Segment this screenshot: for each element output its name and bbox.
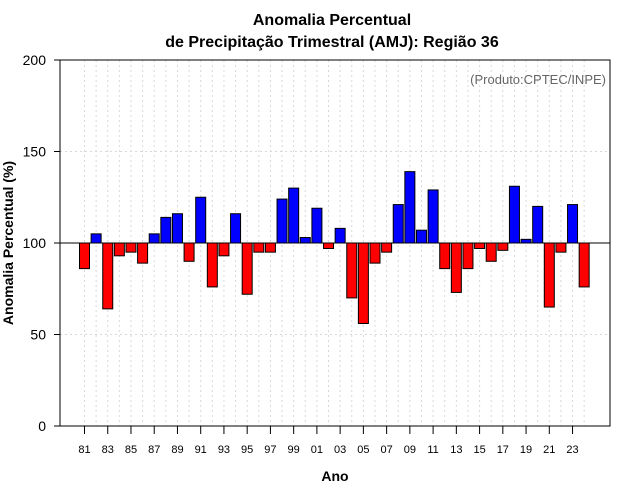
credit-label: (Produto:CPTEC/INPE)	[470, 72, 606, 87]
bar-05	[357, 242, 369, 325]
bar-09	[404, 171, 416, 244]
bar-23	[567, 204, 579, 244]
bar-22	[555, 242, 567, 253]
x-tick-label: 89	[171, 444, 183, 456]
bar-20	[532, 205, 544, 244]
bar-02	[323, 242, 335, 249]
bar-86	[137, 242, 149, 264]
x-tick-label: 83	[102, 444, 114, 456]
x-tick-label: 11	[427, 444, 438, 456]
x-tick-label: 05	[357, 444, 369, 456]
bar-06	[369, 242, 381, 264]
x-tick-label: 91	[195, 444, 207, 456]
chart-title-line2: de Precipitação Trimestral (AMJ): Região…	[165, 34, 499, 51]
y-tick-label: 0	[38, 418, 46, 434]
bar-87	[148, 233, 160, 244]
y-tick-label: 150	[23, 144, 47, 160]
y-axis-label: Anomalia Percentual (%)	[0, 161, 16, 325]
bar-82	[90, 233, 102, 244]
x-tick-label: 21	[543, 444, 555, 456]
x-tick-label: 85	[125, 444, 137, 456]
x-tick-label: 13	[450, 444, 462, 456]
x-tick-label: 07	[380, 444, 392, 456]
bar-04	[346, 242, 358, 299]
bar-16	[485, 242, 497, 262]
bar-97	[264, 242, 276, 253]
bar-84	[113, 242, 125, 257]
bar-91	[195, 196, 207, 244]
bar-94	[230, 213, 242, 244]
bar-12	[439, 242, 451, 270]
x-tick-label: 01	[311, 444, 323, 456]
x-tick-label: 97	[264, 444, 276, 456]
bar-11	[427, 189, 439, 244]
y-axis: 0 50 100 150 200	[23, 52, 60, 434]
bar-18	[508, 185, 520, 244]
bar-19	[520, 238, 532, 244]
x-tick-label: 95	[241, 444, 253, 456]
x-tick-label: 17	[497, 444, 509, 456]
x-tick-label: 23	[566, 444, 578, 456]
chart-title-line1: Anomalia Percentual	[253, 12, 411, 29]
x-tick-label: 19	[520, 444, 532, 456]
bar-98	[276, 198, 288, 244]
bar-83	[102, 242, 114, 310]
bar-92	[206, 242, 218, 288]
bar-01	[311, 207, 323, 244]
bar-99	[288, 187, 300, 244]
bar-81	[79, 242, 90, 270]
bar-93	[218, 242, 230, 257]
x-tick-label: 15	[473, 444, 485, 456]
bar-89	[171, 213, 183, 244]
bar-95	[241, 242, 253, 295]
bar-14	[462, 242, 474, 270]
bar-15	[474, 242, 486, 249]
x-tick-label: 99	[288, 444, 300, 456]
x-tick-label: 03	[334, 444, 346, 456]
x-tick-label: 87	[148, 444, 160, 456]
bar-24	[578, 242, 590, 288]
bars	[79, 171, 590, 325]
x-tick-label: 81	[78, 444, 90, 456]
y-tick-label: 200	[23, 52, 47, 68]
bar-10	[415, 229, 427, 244]
bar-96	[253, 242, 265, 253]
y-tick-label: 50	[30, 327, 46, 343]
bar-08	[392, 204, 404, 244]
bar-21	[543, 242, 555, 308]
bar-00	[299, 237, 311, 244]
x-tick-label: 93	[218, 444, 230, 456]
bar-90	[183, 242, 195, 262]
x-axis: 81 83 85 87 89 91 93 95 97 99 01 03 05 07 09 11 13 15 17 19…	[78, 426, 579, 456]
x-axis-label: Ano	[321, 468, 348, 484]
bar-07	[381, 242, 393, 253]
bar-03	[334, 227, 346, 244]
y-tick-label: 100	[23, 235, 47, 251]
bar-85	[125, 242, 137, 253]
bar-88	[160, 216, 172, 244]
bar-17	[497, 242, 509, 251]
x-tick-label: 09	[404, 444, 416, 456]
bar-13	[450, 242, 462, 293]
grid	[60, 60, 610, 426]
